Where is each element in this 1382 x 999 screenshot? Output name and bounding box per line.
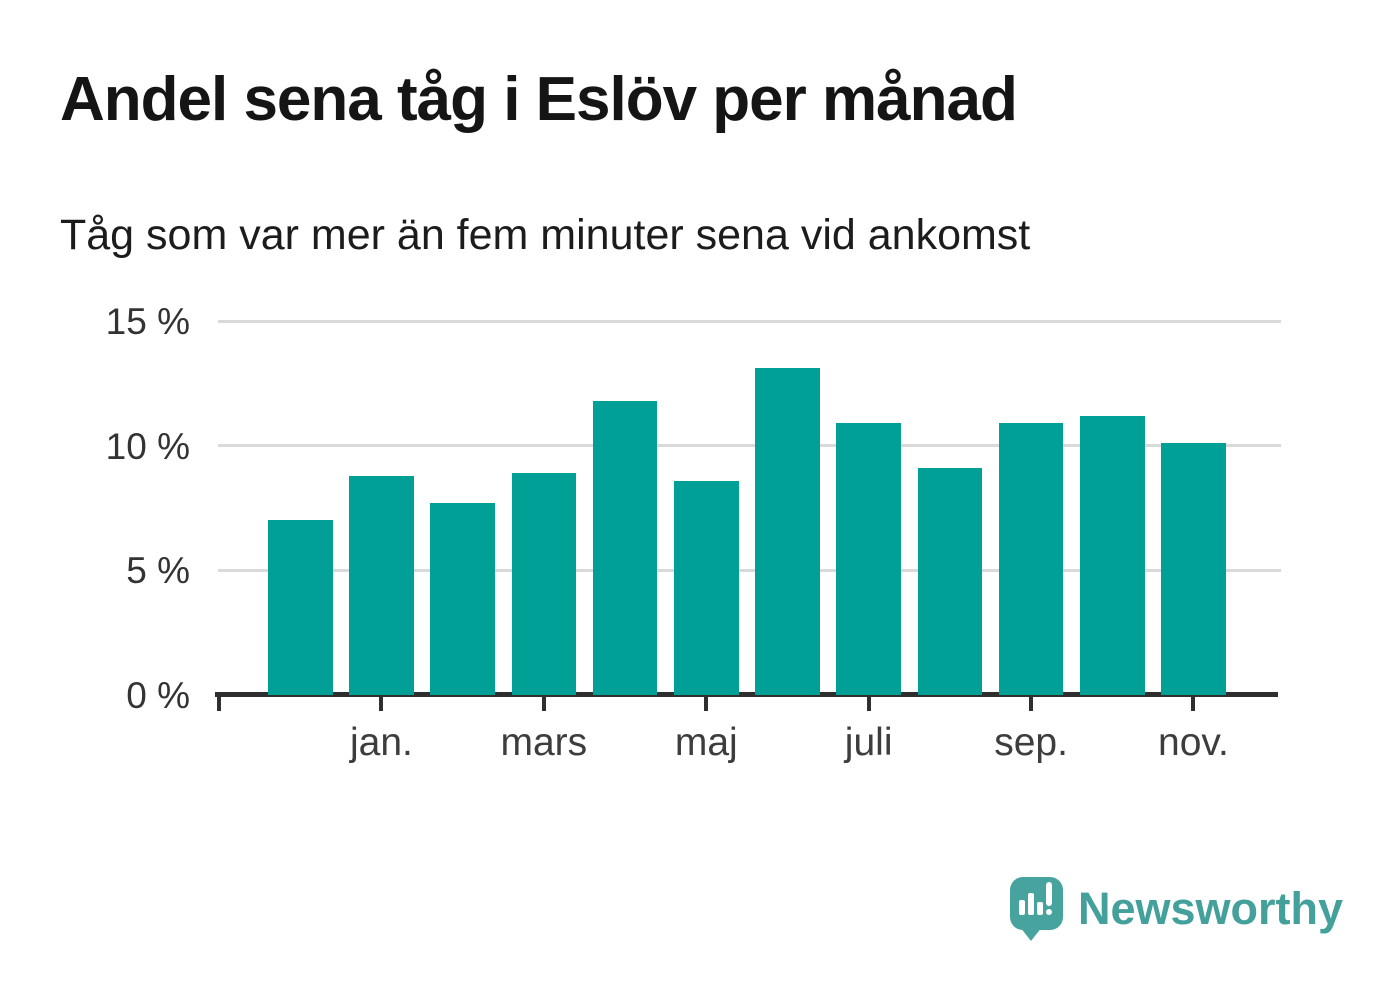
y-axis-label: 5 % — [126, 550, 190, 592]
bar-apr — [592, 400, 658, 695]
y-axis-label: 10 % — [105, 425, 190, 467]
newsworthy-logo: Newsworthy — [1010, 877, 1344, 947]
x-axis-tick — [1029, 696, 1034, 711]
x-axis-tick — [217, 696, 222, 711]
x-axis-label: nov. — [1158, 721, 1229, 764]
logo-exclamation-icon — [1046, 882, 1052, 906]
bar-maj — [674, 480, 739, 695]
x-axis-label: mars — [500, 721, 588, 764]
logo-speech-tail — [1020, 927, 1042, 941]
logo-chart-bar-icon — [1019, 900, 1025, 915]
gridline-10pct — [218, 444, 1281, 448]
x-axis-line — [215, 692, 1278, 697]
gridline-15pct — [218, 319, 1281, 323]
newsworthy-logo-icon — [1010, 877, 1063, 930]
gridline-5pct — [218, 568, 1281, 572]
bar-jan — [349, 475, 414, 695]
y-axis-label: 15 % — [105, 301, 190, 342]
bar-feb — [430, 503, 495, 695]
logo-chart-bar-icon — [1037, 902, 1043, 915]
x-axis-tick — [866, 696, 871, 711]
bar-okt — [1080, 415, 1145, 695]
logo-exclamation-dot-icon — [1046, 909, 1052, 915]
bar-juni — [755, 368, 820, 695]
bar-mars — [511, 473, 577, 695]
chart-title: Andel sena tåg i Eslöv per månad — [60, 65, 1018, 134]
x-axis-tick — [379, 696, 384, 711]
x-axis-tick — [704, 696, 709, 711]
bar-nov — [1161, 443, 1226, 695]
logo-chart-bar-icon — [1028, 893, 1034, 915]
x-axis-tick — [1191, 696, 1196, 711]
bar-aug — [917, 468, 983, 695]
x-axis-label: jan. — [349, 721, 413, 764]
x-axis-tick — [541, 696, 546, 711]
x-axis-label: maj — [674, 721, 738, 764]
bar-sep — [998, 423, 1064, 695]
chart-subtitle: Tåg som var mer än fem minuter sena vid … — [60, 211, 1031, 259]
bar-dec — [268, 520, 333, 695]
y-axis-label: 0 % — [126, 675, 190, 716]
bar-juli — [836, 423, 901, 695]
newsworthy-wordmark: Newsworthy — [1078, 883, 1344, 934]
x-axis-label: sep. — [994, 721, 1068, 764]
x-axis-label: juli — [844, 721, 893, 764]
